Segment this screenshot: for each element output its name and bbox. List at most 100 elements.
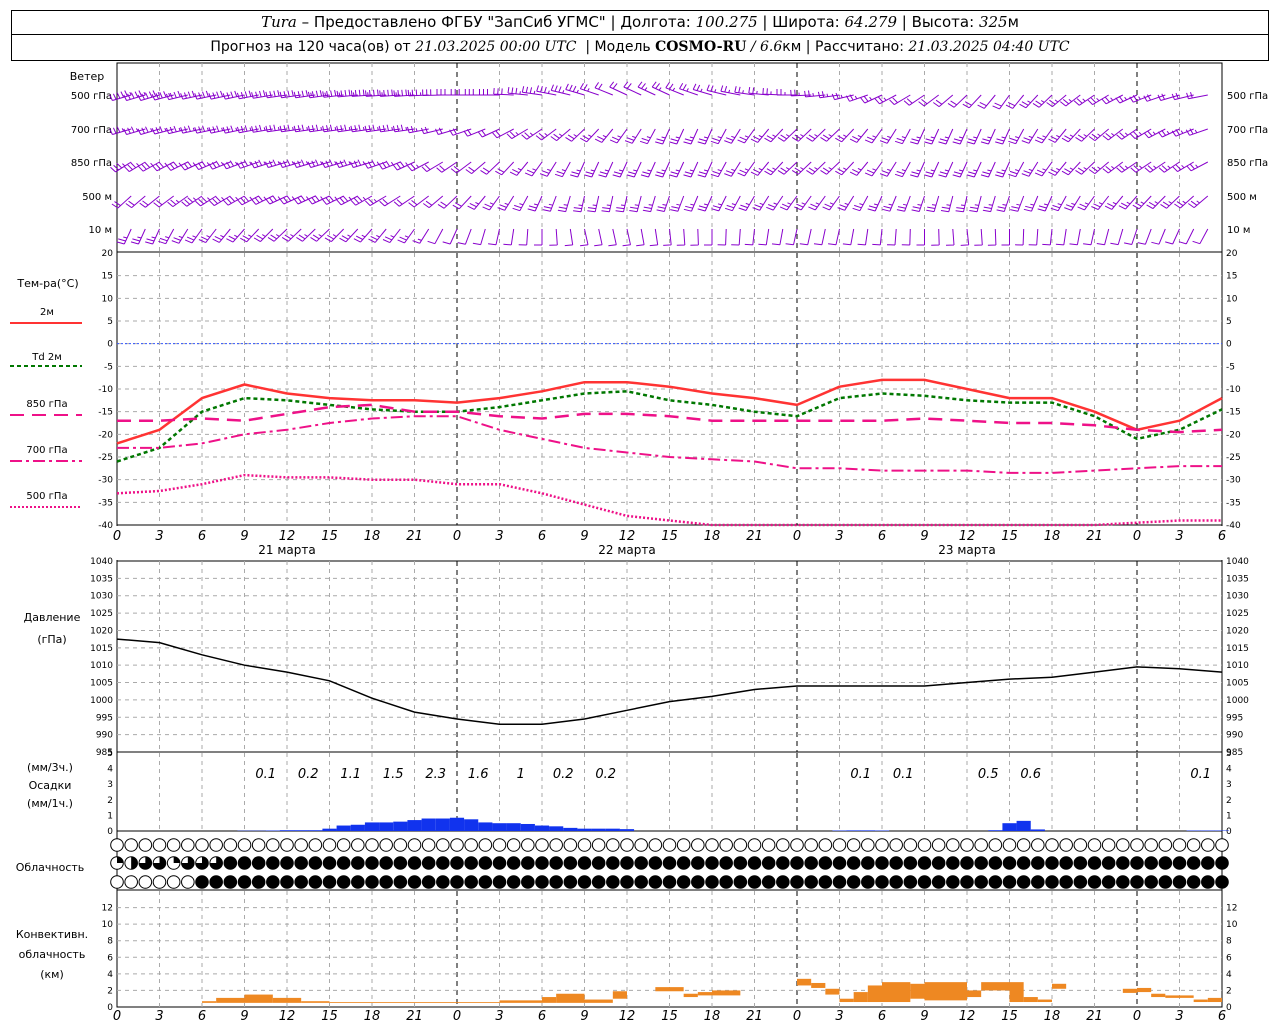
conv-cloud-bar: [867, 985, 882, 1003]
precip-bar: [988, 830, 1003, 831]
cloud-cover-symbol: [251, 856, 266, 870]
wind-barb: [480, 161, 500, 175]
wind-barb: [521, 86, 543, 96]
wind-barb: [955, 195, 968, 213]
wind-barb: [1185, 128, 1208, 136]
wind-barb: [995, 161, 1010, 178]
precip-bar: [1016, 820, 1031, 831]
wind-barb: [145, 228, 160, 245]
precip-bar: [860, 830, 875, 831]
cloud-cover-symbol: [407, 856, 422, 870]
wind-barb: [804, 90, 826, 98]
cloud-cover-symbol: [1016, 856, 1031, 870]
temp-ytick-left: -15: [98, 408, 113, 418]
wind-barb: [594, 228, 603, 247]
wind-barb: [724, 161, 741, 177]
precip-bar: [478, 822, 493, 831]
precip-bar: [1030, 829, 1045, 831]
temp-ytick-right: -15: [1226, 408, 1241, 418]
wind-barb: [536, 85, 557, 96]
wind-barb: [806, 128, 826, 142]
wind-barb: [683, 161, 699, 178]
wind-barb: [639, 128, 656, 145]
legend-label-3: 700 гПа: [26, 445, 67, 456]
wind-barb: [734, 86, 755, 96]
prec-ytick-right: 4: [1226, 765, 1232, 775]
wind-barb: [724, 195, 741, 212]
cloud-cover-symbol: [521, 856, 535, 870]
wind-barb: [123, 90, 146, 101]
cloud-cover-symbol: [648, 856, 663, 870]
wind-barb: [931, 228, 940, 246]
time-tick-label-bottom: 3: [1175, 1009, 1183, 1024]
time-tick-label: 18: [704, 529, 721, 544]
wind-barb: [697, 128, 713, 145]
cloud-cover-symbol: [776, 875, 790, 889]
cloud-cover-symbol: [251, 838, 266, 852]
wind-barb: [720, 85, 741, 96]
cloud-cover-symbol: [110, 838, 124, 852]
conv-cloud-bar: [612, 991, 627, 999]
wind-barb: [1088, 161, 1110, 175]
wind-barb: [1005, 94, 1025, 109]
wind-barb: [776, 89, 797, 96]
wind-barb: [738, 195, 755, 211]
cloud-cover-symbol: [903, 875, 918, 889]
cloud-cover-symbol: [846, 856, 861, 870]
time-tick-label-bottom: 18: [364, 1009, 381, 1024]
wind-barb: [882, 195, 897, 212]
wind-barb: [279, 124, 302, 133]
wind-barb: [901, 228, 911, 246]
cloud-cover-symbol: [960, 875, 974, 889]
cloud-cover-symbol: [747, 838, 762, 852]
cloud-cover-symbol: [1215, 838, 1229, 852]
cloud-cover-symbol: [521, 838, 535, 852]
wind-barb: [903, 94, 925, 106]
temp-ytick-right: 20: [1226, 249, 1238, 259]
conv-cloud-bar: [1165, 995, 1194, 998]
pres-ytick-right: 1035: [1226, 574, 1249, 584]
calc-label: Рассчитано:: [814, 39, 904, 55]
wind-barb: [820, 128, 840, 142]
wind-barb: [1118, 195, 1138, 210]
wind-barb: [794, 195, 812, 211]
wind-barb: [565, 83, 585, 96]
wind-barb: [766, 195, 784, 211]
wind-barb: [482, 195, 500, 211]
cloud-cover-symbol: [379, 856, 393, 870]
conv-ytick-right: 10: [1226, 920, 1238, 930]
cloud-cover-symbol: [733, 856, 748, 870]
wind-barb: [392, 161, 415, 171]
cloud-cover-symbol: [563, 875, 578, 889]
wind-barb: [837, 195, 855, 211]
wind-barb: [378, 160, 401, 170]
wind-barb: [151, 91, 174, 101]
wind-barb: [828, 228, 840, 246]
wind-barb: [879, 128, 897, 144]
wind-barb: [379, 195, 401, 207]
wind-barb: [831, 92, 854, 101]
conv-cloud-bar: [216, 997, 245, 1003]
cloud-cover-symbol: [1186, 875, 1201, 889]
wind-barb: [1137, 228, 1152, 245]
cloud-cover-symbol: [776, 838, 790, 852]
wind-barb: [180, 90, 203, 100]
wind-barb: [874, 94, 897, 105]
time-tick-label-bottom: 15: [661, 1009, 678, 1024]
time-tick-label: 9: [920, 529, 928, 544]
wind-barb: [307, 90, 330, 99]
wind-barb: [966, 128, 982, 145]
cloud-cover-symbol: [521, 875, 535, 889]
wind-barb: [407, 161, 429, 172]
cloud-cover-symbol: [662, 838, 677, 852]
wind-barb: [293, 159, 316, 168]
time-tick-label-bottom: 6: [538, 1009, 546, 1024]
pres-ytick-right: 1015: [1226, 644, 1249, 654]
cloud-cover-symbol: [648, 838, 663, 852]
cloud-cover-symbol: [1158, 856, 1173, 870]
time-tick-label-bottom: 12: [619, 1009, 636, 1024]
cloud-cover-symbol: [889, 856, 903, 870]
cloud-cover-symbol: [691, 856, 705, 870]
wind-barb: [307, 124, 330, 133]
conv-cloud-bar: [1122, 988, 1137, 993]
